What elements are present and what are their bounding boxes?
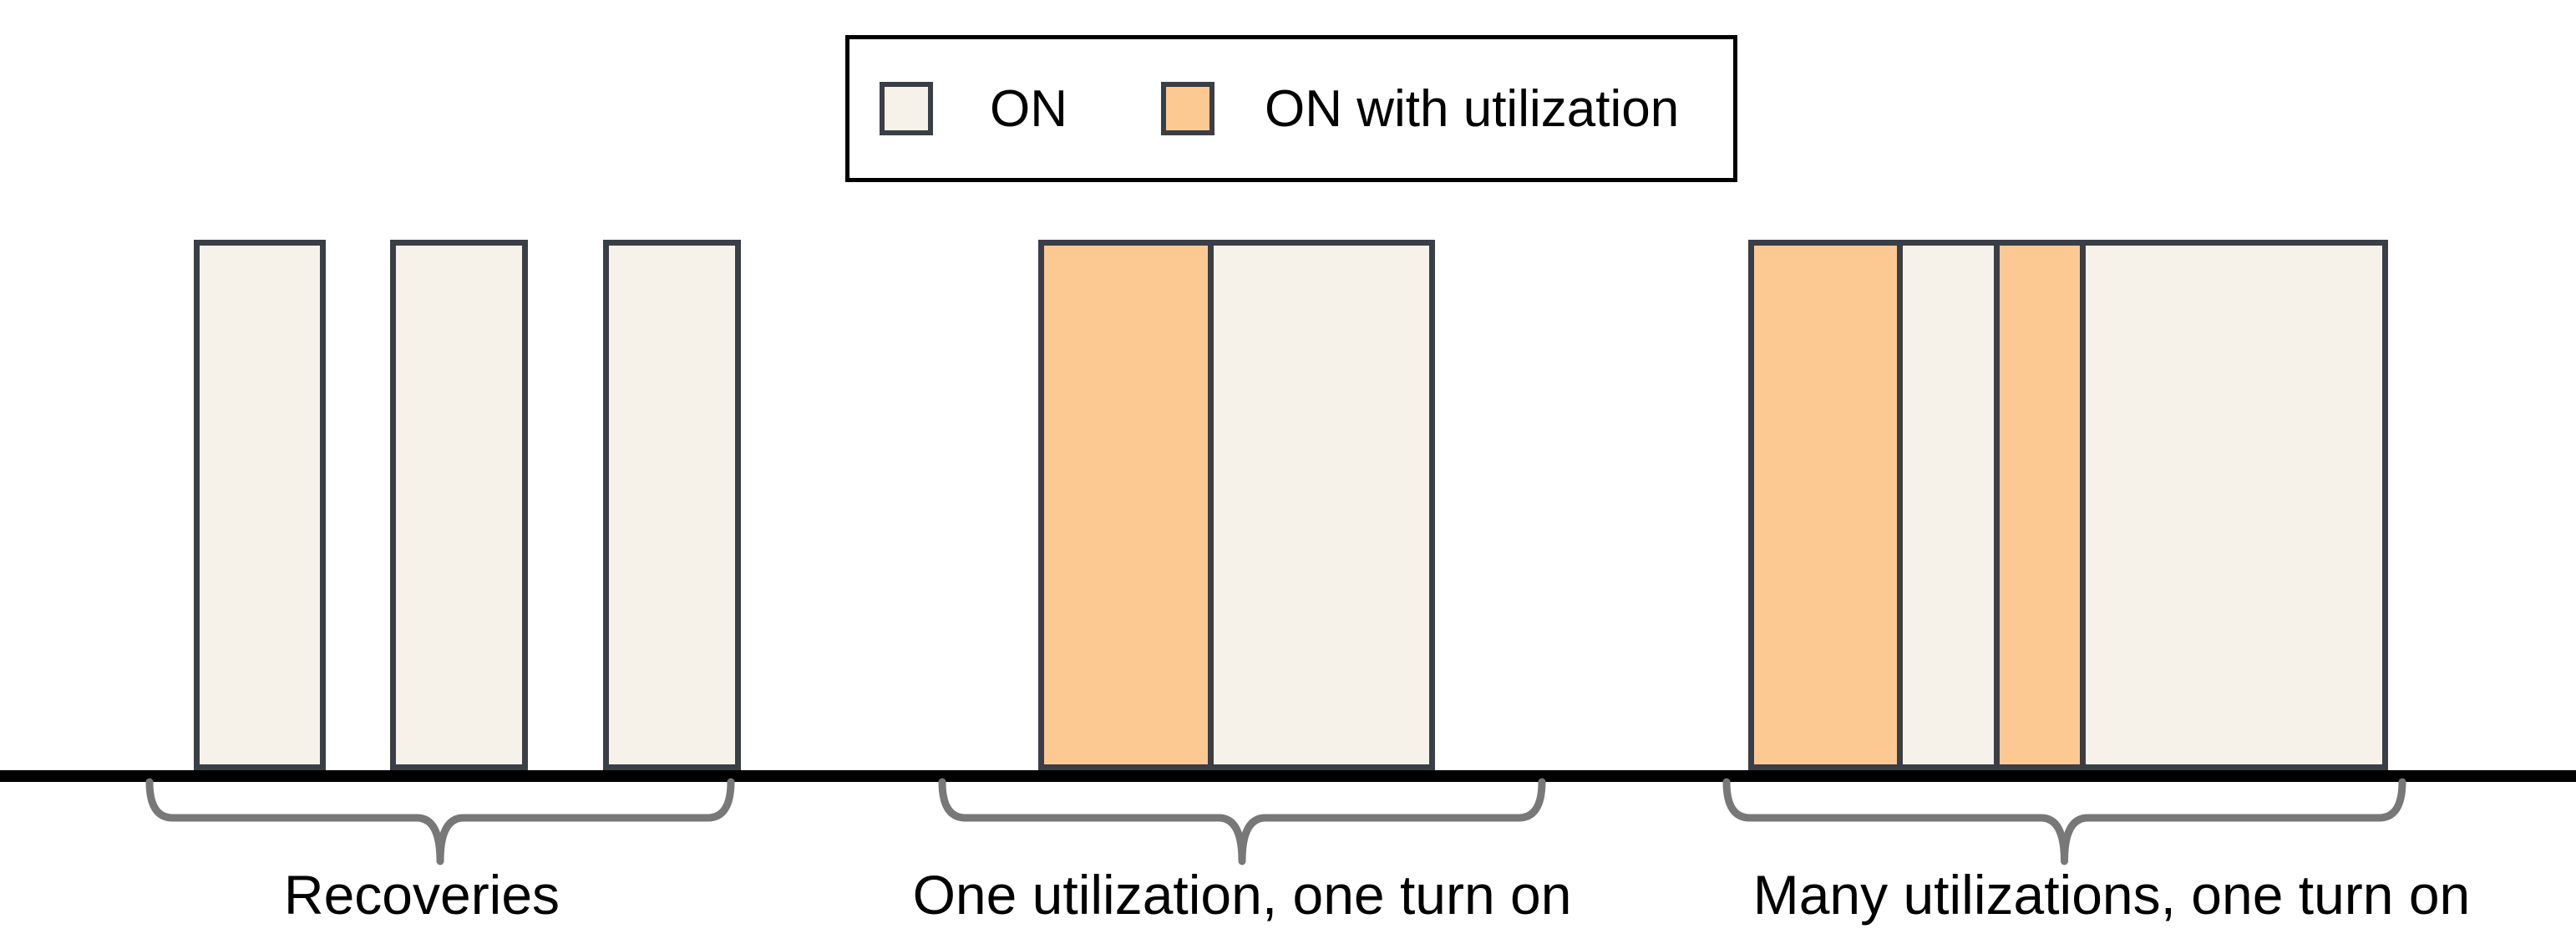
group-label: One utilization, one turn on — [912, 864, 1572, 926]
bar-segment-on — [200, 246, 320, 764]
group-label: Many utilizations, one turn on — [1752, 864, 2471, 926]
group-brace — [938, 778, 1546, 865]
bar-segment-util — [1754, 246, 1897, 764]
bar-segment-on — [1207, 246, 1429, 764]
bar-segment-on — [1896, 246, 1994, 764]
timeline-bar — [194, 240, 326, 770]
timeline-bar — [1038, 240, 1435, 770]
bar-segment-on — [2080, 246, 2383, 764]
bar-segment-util — [1993, 246, 2081, 764]
timeline-axis — [0, 770, 2576, 782]
bar-segment-util — [1044, 246, 1208, 764]
legend-label-utilization: ON with utilization — [1265, 79, 1680, 138]
group-label: Recoveries — [283, 864, 560, 926]
bar-segment-on — [396, 246, 522, 764]
timeline-bar — [1748, 240, 2388, 770]
timeline-bar — [390, 240, 528, 770]
legend-label-on: ON — [990, 79, 1067, 138]
timeline-bar — [603, 240, 741, 770]
bar-segment-on — [609, 246, 735, 764]
legend-swatch-on — [880, 82, 933, 135]
group-brace — [1722, 778, 2406, 865]
group-brace — [145, 778, 735, 865]
legend-swatch-utilization — [1161, 82, 1214, 135]
legend: ON ON with utilization — [845, 35, 1737, 182]
